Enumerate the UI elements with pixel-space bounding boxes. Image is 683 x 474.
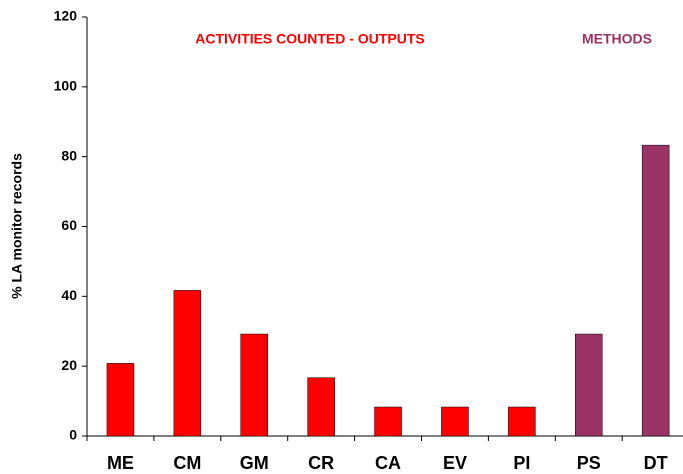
- x-tick-label: DT: [644, 453, 668, 473]
- x-tick-label: EV: [443, 453, 467, 473]
- bar: [641, 144, 670, 437]
- bar: [441, 406, 469, 437]
- x-tick-label: CM: [173, 453, 201, 473]
- y-tick-label: 0: [69, 427, 77, 443]
- annotation: ACTIVITIES COUNTED - OUTPUTS: [195, 31, 424, 47]
- bar: [307, 377, 335, 437]
- y-tick-label: 80: [61, 147, 77, 163]
- bar: [508, 406, 536, 437]
- bar: [173, 290, 202, 437]
- bar: [106, 363, 135, 437]
- y-tick-label: 60: [61, 217, 77, 233]
- y-tick-label: 20: [61, 357, 77, 373]
- annotation: METHODS: [582, 31, 652, 47]
- bar: [374, 406, 402, 437]
- x-tick-label: GM: [240, 453, 269, 473]
- x-tick-label: CR: [308, 453, 334, 473]
- x-tick-label: PI: [513, 453, 530, 473]
- y-tick-label: 100: [54, 78, 78, 94]
- y-tick-label: 120: [54, 8, 78, 24]
- y-axis-label: % LA monitor records: [9, 153, 25, 299]
- x-tick-label: CA: [375, 453, 401, 473]
- x-tick-label: ME: [107, 453, 134, 473]
- bar: [240, 333, 268, 437]
- bar: [575, 333, 603, 437]
- x-tick-label: PS: [577, 453, 601, 473]
- y-tick-label: 40: [61, 287, 77, 303]
